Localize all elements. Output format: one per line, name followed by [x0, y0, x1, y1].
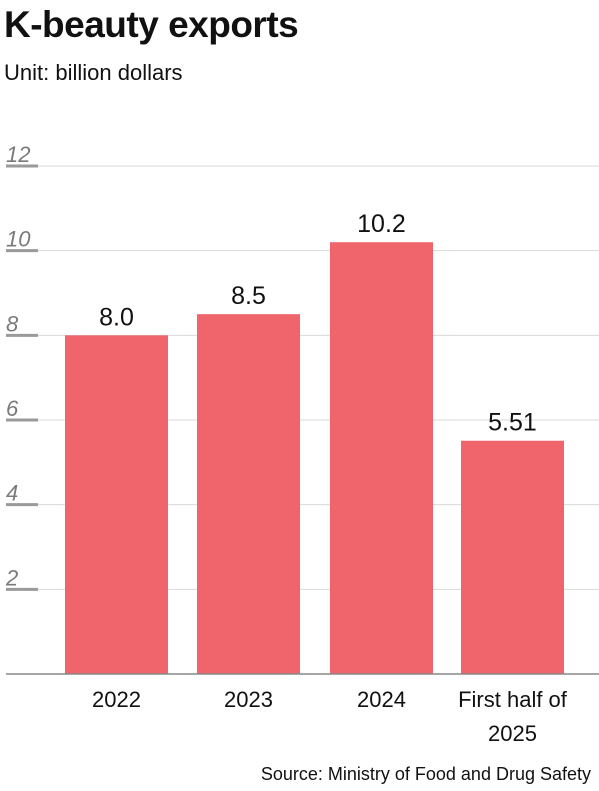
bar [65, 335, 168, 674]
bar-value-label: 8.0 [99, 303, 134, 331]
y-tick-label: 8 [6, 311, 19, 336]
bar-value-label: 5.51 [488, 409, 537, 437]
chart-title: K-beauty exports [4, 4, 299, 45]
bar [330, 242, 433, 674]
y-tick-label: 12 [6, 142, 30, 167]
source-note: Source: Ministry of Food and Drug Safety [260, 764, 591, 784]
bar-value-label: 8.5 [231, 282, 266, 310]
bar-value-label: 10.2 [357, 210, 406, 238]
x-tick-label: 2022 [92, 687, 141, 712]
y-tick-label: 4 [6, 481, 18, 506]
bars [65, 242, 564, 674]
bar-chart: 2 4 6 8 10 12 8.0 2022 8.5 2023 10.2 2024 5.51 First… [5, 142, 599, 746]
chart-subtitle: Unit: billion dollars [4, 60, 183, 85]
x-tick-label: 2025 [488, 721, 537, 746]
labels: 8.0 2022 8.5 2023 10.2 2024 5.51 First half of 2… [92, 210, 568, 746]
x-tick-label: 2023 [224, 687, 273, 712]
x-tick-label: First half of [458, 687, 568, 712]
y-tick-label: 6 [6, 396, 19, 421]
y-tick-label: 2 [5, 565, 18, 590]
y-tick-label: 10 [6, 227, 31, 252]
bar [197, 314, 300, 674]
bar [461, 440, 564, 674]
x-tick-label: 2024 [357, 687, 406, 712]
